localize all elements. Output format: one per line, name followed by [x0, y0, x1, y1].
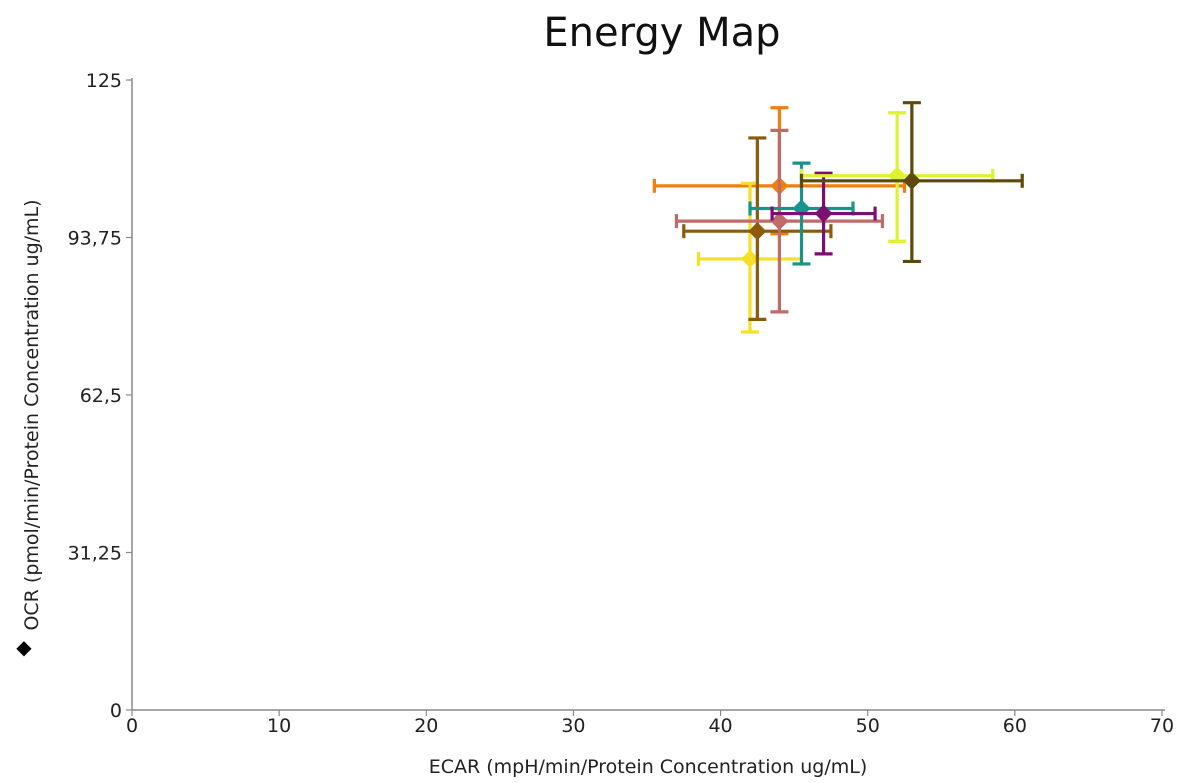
series-point-group — [770, 171, 877, 256]
x-tick-label: 20 — [414, 715, 438, 737]
data-point-diamond — [902, 171, 921, 190]
data-point-diamond — [741, 249, 759, 268]
series-layer — [652, 101, 1024, 334]
axes — [131, 78, 1165, 711]
series-point-group — [682, 136, 833, 321]
x-tick-label: 40 — [708, 715, 732, 737]
y-tick-label: 0 — [110, 700, 122, 722]
y-axis-label: OCR (pmol/min/Protein Concentration ug/m… — [21, 199, 43, 630]
x-tick-label: 70 — [1150, 715, 1174, 737]
x-tick-label: 60 — [1003, 715, 1027, 737]
x-axis-label: ECAR (mpH/min/Protein Concentration ug/m… — [429, 756, 868, 778]
data-point-diamond — [770, 212, 789, 231]
x-tick-label: 50 — [856, 715, 880, 737]
series-point-group — [674, 128, 885, 314]
x-tick-label: 0 — [126, 715, 138, 737]
series-point-group — [799, 101, 1024, 264]
data-point-diamond — [748, 222, 767, 241]
chart-title: Energy Map — [543, 10, 780, 56]
y-tick-label: 62,5 — [80, 385, 122, 407]
x-tick-label: 30 — [561, 715, 585, 737]
y-axis-legend-marker: ◆ — [16, 635, 32, 659]
x-ticks: 0 10 20 30 40 50 60 70 — [126, 710, 1174, 737]
data-point-diamond — [814, 204, 833, 223]
y-tick-label: 125 — [86, 70, 122, 92]
x-tick-label: 10 — [267, 715, 291, 737]
y-tick-label: 31,25 — [68, 543, 122, 565]
y-axis-label-group: OCR (pmol/min/Protein Concentration ug/m… — [21, 199, 43, 630]
y-tick-label: 93,75 — [68, 228, 122, 250]
y-ticks: 0 31,25 62,5 93,75 125 — [68, 70, 132, 722]
